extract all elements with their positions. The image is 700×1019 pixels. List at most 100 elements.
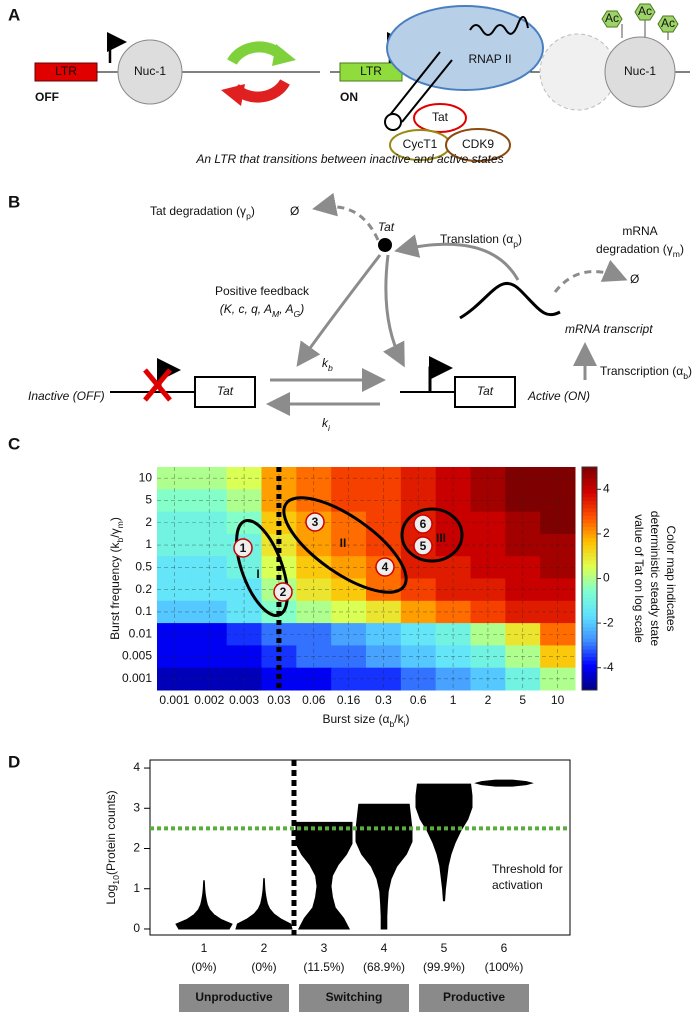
text-part: ) [406, 712, 410, 726]
text-part: i [328, 423, 331, 433]
point-marker [233, 538, 253, 558]
region-outline [400, 507, 464, 563]
plot-frame [149, 759, 571, 936]
text-part: b [389, 719, 394, 729]
text-part: , A [279, 302, 293, 316]
colorbar-slice [582, 645, 597, 650]
x-tick-label: 0.16 [337, 693, 361, 707]
x-axis-label: Burst size (αb/ki) [322, 712, 409, 729]
colorbar-slice [582, 597, 597, 602]
feedback-arrow [383, 254, 405, 368]
x-tick-label: 2 [261, 941, 268, 955]
rnap-label: RNAP II [468, 52, 511, 66]
cyclin-label: CycT1 [403, 137, 438, 151]
colorbar-slice [582, 604, 597, 609]
threshold-label: activation [492, 878, 543, 892]
colorbar-slice [582, 649, 597, 654]
y-tick-label: 0.005 [122, 649, 152, 663]
x-tick-label: 5 [519, 693, 526, 707]
text-part: b [115, 537, 125, 542]
y-tick-label: 0.5 [135, 560, 152, 574]
promoter-arrow [107, 32, 127, 63]
rate-label: ki [322, 416, 331, 433]
nucleosome-label: Nuc-1 [624, 64, 656, 78]
text-part: p [513, 239, 518, 249]
y-tick-label: 0.1 [135, 604, 152, 618]
colorbar-slice [582, 470, 597, 475]
x-tick-label: 6 [501, 941, 508, 955]
text-part: ) [251, 204, 255, 218]
text-part: m [115, 521, 125, 528]
colorbar-slice [582, 656, 597, 661]
colorbar-label: Color map indicates [664, 525, 678, 631]
colorbar-slice [582, 519, 597, 524]
gene-box [194, 376, 256, 408]
threshold-label: Threshold for [492, 862, 563, 876]
text-part: Translation (α [440, 232, 513, 246]
colorbar-slice [582, 489, 597, 494]
label: (K, c, q, AM, AG) [220, 302, 304, 319]
label: Positive feedback [215, 284, 310, 298]
text-part: (K, c, q, A [220, 302, 272, 316]
text-part: G [293, 309, 300, 319]
colorbar-slice [582, 467, 597, 472]
colorbar-slice [582, 641, 597, 646]
active-fraction-label: (100%) [485, 960, 524, 974]
text-part: Log [104, 885, 118, 905]
colorbar-tick-label: 0 [603, 571, 610, 585]
colorbar-slice [582, 637, 597, 643]
nucleosome [604, 36, 676, 108]
text-part: /k [394, 712, 404, 726]
colorbar-slice [582, 485, 597, 490]
colorbar-slice [582, 567, 597, 572]
arrow-head [221, 84, 245, 106]
kinase-label: CDK9 [462, 137, 494, 151]
region-label: III [436, 531, 446, 545]
x-tick-label: 0.002 [194, 693, 224, 707]
colorbar-slice [582, 507, 597, 513]
text-part: /γ [108, 528, 122, 537]
node-label: Tat [378, 220, 395, 234]
text-part: b [328, 363, 333, 373]
colorbar-slice [582, 515, 597, 520]
y-tick-label: 0 [133, 921, 140, 935]
text-part: Burst frequency (k [108, 541, 122, 639]
point-marker [413, 536, 433, 556]
group-label: Unproductive [195, 990, 273, 1004]
text-part: k [322, 416, 329, 430]
acetyl-mark [601, 10, 623, 28]
tat-node [378, 238, 392, 252]
active-fraction-label: (0%) [191, 960, 216, 974]
x-tick-label: 0.003 [229, 693, 259, 707]
colorbar-slice [582, 663, 597, 669]
text-part: Transcription (α [600, 364, 683, 378]
x-tick-label: 4 [381, 941, 388, 955]
group-box [179, 984, 289, 1012]
colorbar-slice [582, 541, 597, 546]
point-label: 5 [420, 539, 427, 553]
colorbar-slice [582, 533, 597, 539]
acetyl-label: Ac [605, 11, 619, 25]
panel-d: D 0 1 2 3 4 Log10(Protein counts) 1 (0%) 2 (0%) 3 (1… [8, 752, 571, 1012]
colorbar-slice [582, 611, 597, 617]
violin [474, 779, 534, 787]
colorbar-slice [582, 481, 597, 487]
text-part: ) [680, 242, 684, 256]
active-fraction-label: (0%) [251, 960, 276, 974]
colorbar-slice [582, 511, 597, 516]
colorbar-tick-label: -4 [603, 660, 614, 674]
point-label: 3 [312, 515, 319, 529]
text-part: M [272, 309, 280, 319]
colorbar-label: deterministic steady state [648, 511, 662, 647]
colorbar-slice [582, 545, 597, 550]
nucleosome [117, 39, 183, 105]
colorbar-slice [582, 682, 597, 687]
text-part: degradation (γ [596, 242, 673, 256]
x-tick-label: 5 [441, 941, 448, 955]
tat-protein [413, 103, 467, 133]
panel-letter: B [8, 192, 20, 211]
ltr-label: LTR [360, 64, 382, 78]
violin [235, 878, 293, 930]
point-marker [305, 512, 325, 532]
